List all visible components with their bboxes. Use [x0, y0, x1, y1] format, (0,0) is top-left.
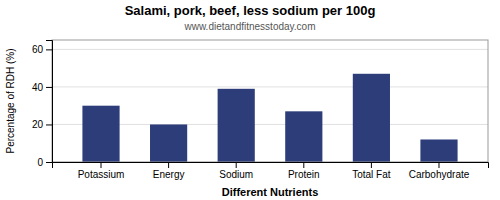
subtitle: www.dietandfitnesstoday.com: [184, 21, 316, 32]
title: Salami, pork, beef, less sodium per 100g: [125, 3, 376, 18]
tick-mark: [303, 162, 304, 168]
bar: [150, 124, 187, 162]
tick-mark: [371, 162, 372, 168]
tick: 0: [37, 157, 52, 168]
x-axis-title: Different Nutrients: [222, 186, 319, 198]
bars: [82, 74, 457, 162]
tick-mark: [46, 124, 52, 125]
tick-mark: [236, 162, 237, 168]
axis-line: [53, 163, 489, 169]
plot: 0 20 40 60 Potassium Energy Sodium Protein Total…: [32, 40, 489, 180]
tick: Energy: [153, 162, 185, 180]
tick: Potassium: [78, 162, 125, 180]
tick: 60: [32, 44, 52, 55]
y-axis: 0 20 40 60: [32, 41, 53, 168]
bar: [218, 89, 255, 162]
tick-mark: [46, 87, 52, 88]
bar: [353, 74, 390, 162]
tick-label: 60: [32, 44, 44, 55]
tick-label: 40: [32, 82, 44, 93]
tick-label: Sodium: [219, 169, 253, 180]
tick-label: Carbohydrate: [409, 169, 470, 180]
tick: Total Fat: [352, 162, 391, 180]
tick: Sodium: [219, 162, 253, 180]
axis-line: [46, 41, 53, 163]
tick-label: Energy: [153, 169, 185, 180]
tick: 40: [32, 82, 52, 93]
tick: Carbohydrate: [409, 162, 470, 180]
tick-label: Protein: [288, 169, 320, 180]
tick-mark: [438, 162, 439, 168]
bar: [420, 139, 457, 162]
tick-label: 20: [32, 119, 44, 130]
bar: [285, 111, 322, 162]
tick-label: Potassium: [78, 169, 125, 180]
tick-mark: [46, 162, 52, 163]
tick-label: 0: [37, 157, 43, 168]
tick-label: Total Fat: [352, 169, 391, 180]
grid-line: [52, 86, 488, 87]
tick: 20: [32, 119, 52, 130]
tick: Protein: [288, 162, 320, 180]
chart: Salami, pork, beef, less sodium per 100g…: [0, 0, 500, 200]
tick-mark: [168, 162, 169, 168]
x-axis: Potassium Energy Sodium Protein Total Fat Car…: [53, 162, 489, 180]
tick-mark: [101, 162, 102, 168]
tick-mark: [46, 49, 52, 50]
bar: [82, 106, 119, 162]
y-axis-title: Percentage of RDH (%): [5, 48, 16, 153]
grid: [52, 49, 488, 162]
plot-frame: [52, 40, 488, 162]
grid-line: [52, 49, 488, 50]
